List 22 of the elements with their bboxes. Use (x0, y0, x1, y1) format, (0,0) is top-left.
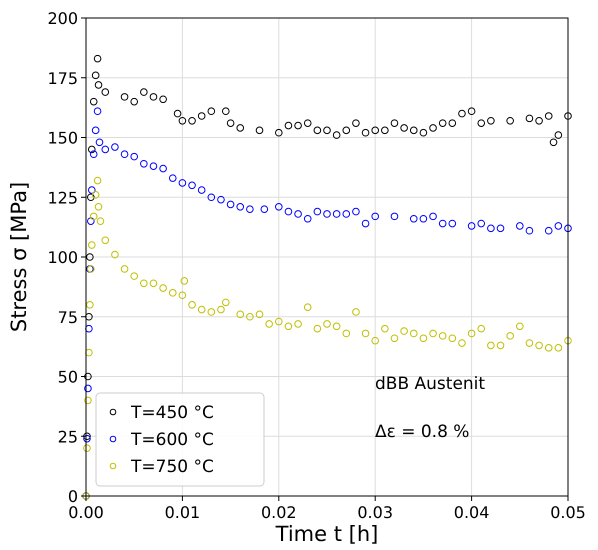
x-axis-title: Time t [h] (274, 522, 378, 546)
y-tick-label: 150 (47, 128, 78, 148)
x-tick-label: 0.04 (454, 503, 490, 522)
y-tick-label: 200 (47, 9, 78, 28)
y-tick-label: 25 (58, 427, 78, 446)
x-tick-label: 0.01 (164, 503, 200, 522)
y-tick-label: 75 (58, 308, 78, 327)
y-tick-label: 175 (47, 68, 78, 88)
x-tick-label: 0.02 (260, 503, 297, 522)
x-tick-label: 0.03 (357, 503, 394, 522)
y-tick-label: 0 (68, 487, 78, 506)
legend-label: T=600 °C (130, 430, 214, 450)
annotation: dBB Austenit (375, 374, 486, 394)
x-tick-label: 0.00 (68, 503, 104, 522)
y-tick-label: 100 (47, 248, 78, 267)
y-tick-label: 125 (47, 188, 78, 208)
y-axis-title: Stress σ [MPa] (7, 182, 31, 332)
x-tick-label: 0.05 (550, 503, 586, 522)
y-tick-label: 50 (58, 368, 78, 386)
legend-label: T=750 °C (130, 457, 214, 477)
annotation: Δε = 0.8 % (375, 422, 470, 442)
legend-label: T=450 °C (130, 403, 214, 423)
